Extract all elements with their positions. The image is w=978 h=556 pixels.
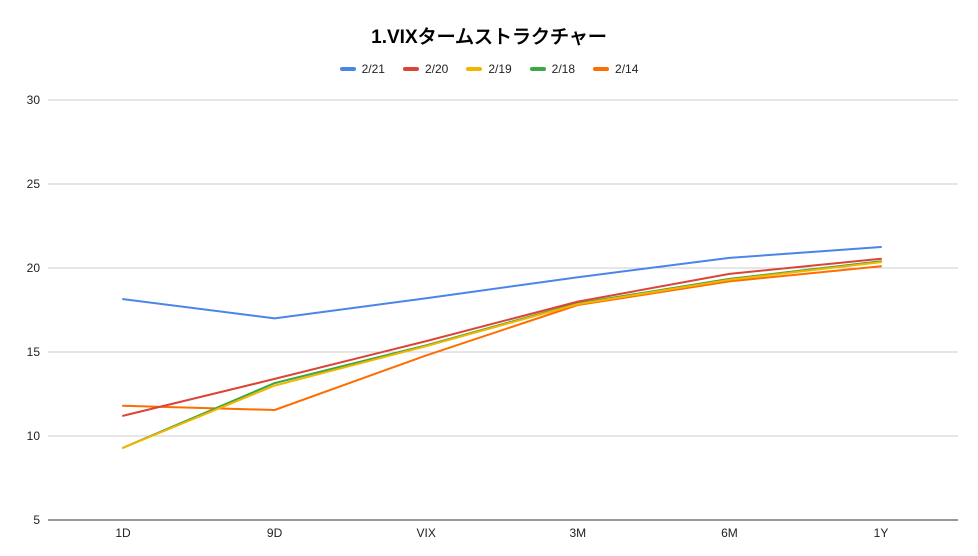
legend-swatch bbox=[593, 67, 610, 71]
legend-swatch bbox=[339, 67, 356, 71]
legend-label: 2/20 bbox=[424, 62, 449, 76]
y-tick-label: 15 bbox=[27, 345, 41, 359]
x-tick-label: 9D bbox=[267, 526, 283, 540]
series-line-2-14 bbox=[122, 265, 882, 411]
y-tick-label: 20 bbox=[27, 261, 41, 275]
legend-item: 2/21 bbox=[339, 62, 385, 76]
legend: 2/21 2/20 2/19 2/18 2/14 bbox=[0, 62, 978, 76]
series-line-2-20 bbox=[122, 257, 882, 417]
x-tick-label: VIX bbox=[417, 526, 436, 540]
y-tick-label: 5 bbox=[33, 513, 40, 527]
x-tick-label: 1Y bbox=[874, 526, 889, 540]
y-tick-label: 25 bbox=[27, 177, 41, 191]
y-tick-label: 30 bbox=[27, 93, 41, 107]
series-line-2-21 bbox=[122, 246, 882, 320]
legend-item: 2/19 bbox=[466, 62, 512, 76]
x-tick-label: 1D bbox=[115, 526, 131, 540]
legend-swatch bbox=[402, 67, 419, 71]
legend-label: 2/19 bbox=[488, 62, 512, 76]
legend-item: 2/14 bbox=[593, 62, 638, 76]
x-tick-label: 3M bbox=[569, 526, 586, 540]
x-tick-label: 6M bbox=[721, 526, 738, 540]
legend-swatch bbox=[529, 67, 546, 71]
legend-item: 2/20 bbox=[402, 62, 449, 76]
legend-label: 2/18 bbox=[551, 62, 576, 76]
y-tick-label: 10 bbox=[27, 429, 41, 443]
legend-item: 2/18 bbox=[529, 62, 576, 76]
series-line-2-19 bbox=[122, 261, 882, 449]
series-line-2-18 bbox=[122, 260, 882, 449]
legend-label: 2/14 bbox=[615, 62, 639, 76]
legend-swatch bbox=[466, 67, 483, 71]
chart-title: 1.VIXタームストラクチャー bbox=[371, 27, 607, 48]
legend-label: 2/21 bbox=[361, 62, 385, 76]
